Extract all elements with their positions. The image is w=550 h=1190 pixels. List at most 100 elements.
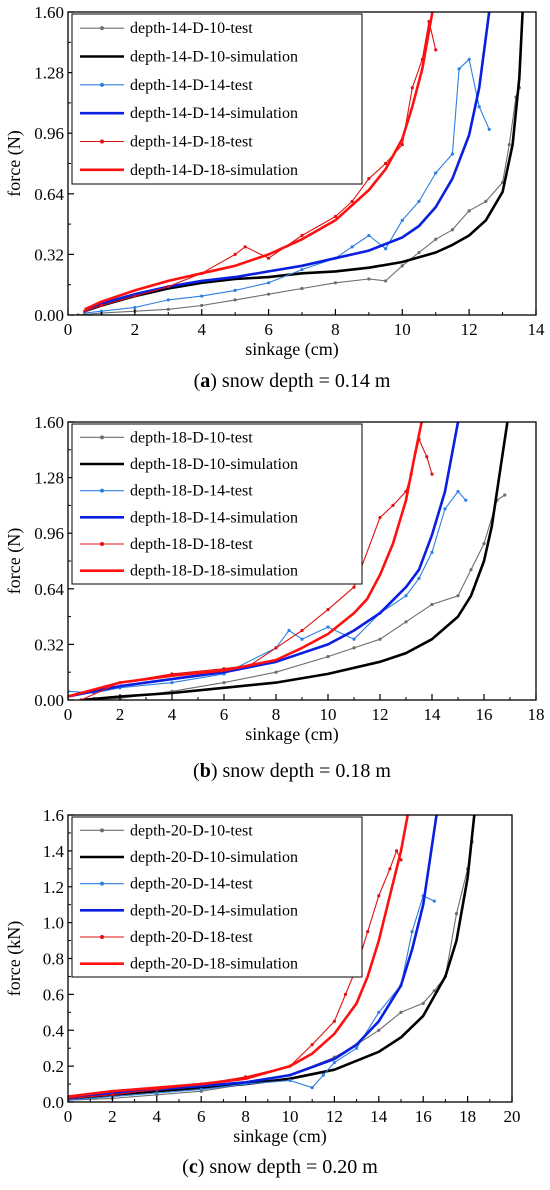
x-tick-label: 2 (116, 705, 125, 724)
x-tick-label: 20 (504, 1107, 521, 1126)
data-point-depth-14-D-18-test (300, 233, 304, 238)
data-point-depth-18-D-10-test (352, 646, 356, 650)
data-point-depth-14-D-14-test (383, 247, 388, 251)
caption-letter: c (189, 1156, 198, 1178)
data-point-depth-20-D-14-test (355, 1046, 359, 1050)
data-point-depth-14-D-18-test (266, 256, 271, 260)
legend-label: depth-18-D-18-simulation (130, 563, 298, 580)
series-line-depth-20-D-18-simulation (68, 815, 409, 1098)
data-point-depth-14-D-14-test (166, 298, 170, 302)
data-point-depth-14-D-14-test (266, 281, 271, 285)
data-point-depth-20-D-10-test (377, 1028, 381, 1032)
y-tick-label: 0.8 (43, 950, 64, 969)
x-tick-label: 2 (108, 1107, 117, 1126)
data-point-depth-14-D-14-test (300, 267, 304, 272)
series-line-depth-20-D-10-simulation (68, 815, 476, 1100)
data-point-depth-14-D-18-test (133, 294, 137, 298)
x-tick-label: 14 (424, 705, 442, 724)
y-tick-label: 1.60 (34, 413, 64, 432)
x-tick-label: 18 (459, 1107, 476, 1126)
legend-label: depth-18-D-10-simulation (130, 456, 298, 473)
x-tick-label: 8 (331, 320, 340, 339)
data-point-depth-18-D-10-test (326, 654, 330, 659)
legend-label: depth-14-D-18-test (130, 134, 253, 151)
data-point-depth-20-D-18-test (388, 867, 392, 871)
data-point-depth-20-D-14-test (310, 1086, 314, 1090)
x-tick-label: 4 (153, 1107, 162, 1126)
y-tick-label: 0.96 (34, 124, 64, 143)
legend-label: depth-18-D-14-test (130, 483, 253, 500)
data-point-depth-14-D-18-test (333, 214, 338, 219)
data-point-depth-20-D-14-test (410, 929, 414, 934)
data-point-depth-18-D-18-test (352, 585, 356, 589)
data-point-depth-14-D-10-test (200, 303, 204, 308)
legend-marker-depth-18-D-10-test (100, 435, 104, 440)
data-point-depth-18-D-18-test (378, 515, 382, 520)
data-point-depth-14-D-10-test (300, 286, 304, 291)
data-point-depth-14-D-14-test (467, 57, 471, 61)
legend-label: depth-20-D-18-simulation (130, 956, 298, 973)
y-tick-label: 1.2 (43, 878, 64, 897)
data-point-depth-20-D-18-test (310, 1043, 314, 1047)
data-point-depth-18-D-14-test (430, 550, 434, 554)
data-point-depth-20-D-14-test (321, 1073, 325, 1077)
x-tick-label: 0 (64, 1107, 73, 1126)
x-tick-label: 6 (220, 705, 229, 724)
x-tick-label: 4 (197, 320, 206, 339)
data-point-depth-14-D-18-test (83, 309, 87, 313)
data-point-depth-14-D-18-test (233, 252, 237, 256)
y-tick-label: 0.2 (43, 1057, 64, 1076)
data-point-depth-14-D-10-test (467, 209, 471, 213)
data-point-depth-20-D-18-test (394, 849, 399, 853)
data-point-depth-20-D-14-test (288, 1078, 292, 1083)
data-point-depth-14-D-18-test (383, 161, 388, 166)
y-tick-label: 1.0 (43, 914, 64, 933)
data-point-depth-14-D-10-test (417, 250, 421, 255)
data-point-depth-14-D-14-test (434, 171, 438, 175)
x-tick-label: 12 (326, 1107, 343, 1126)
x-tick-label: 10 (282, 1107, 299, 1126)
legend-marker-depth-20-D-18-test (100, 935, 104, 939)
data-point-depth-20-D-10-test (432, 989, 436, 993)
data-point-depth-14-D-10-test (507, 142, 511, 147)
legend-marker-depth-14-D-14-test (100, 82, 104, 87)
y-axis-title: force (kN) (4, 921, 25, 996)
data-point-depth-20-D-18-test (332, 1019, 336, 1023)
data-point-depth-14-D-14-test (350, 245, 354, 249)
data-point-depth-14-D-14-test (417, 199, 421, 203)
legend-marker-depth-14-D-10-test (100, 26, 104, 31)
data-point-depth-14-D-10-test (166, 307, 170, 311)
x-tick-label: 16 (476, 705, 493, 724)
legend-label: depth-14-D-10-test (130, 20, 253, 37)
legend: depth-20-D-10-test depth-20-D-10-simulati… (71, 816, 363, 978)
data-point-depth-14-D-14-test (457, 67, 461, 71)
x-tick-label: 10 (320, 705, 337, 724)
x-tick-label: 4 (168, 705, 177, 724)
legend-marker-depth-18-D-14-test (100, 488, 104, 493)
y-tick-label: 0.00 (34, 306, 64, 325)
data-point-depth-14-D-10-test (266, 292, 271, 296)
data-point-depth-14-D-14-test (477, 105, 481, 109)
chart-panel-c: 0 2 4 6 8 10 12 14 16 18 20 0.0 0.2 0.4 0.6 0.8 1.0 1.2 1.… (4, 806, 521, 1178)
data-point-depth-20-D-18-test (366, 929, 370, 934)
legend: depth-18-D-10-test depth-18-D-10-simulati… (71, 423, 363, 585)
data-point-depth-18-D-14-test (300, 637, 304, 641)
data-point-depth-18-D-18-test (326, 608, 330, 612)
data-point-depth-18-D-10-test (378, 637, 382, 641)
caption-text: ) snow depth = 0.20 m (198, 1156, 379, 1178)
series-line-depth-18-D-14-simulation (68, 422, 460, 698)
y-tick-label: 0.00 (34, 691, 64, 710)
x-tick-label: 12 (461, 320, 478, 339)
plot-area (68, 422, 509, 700)
data-point-depth-14-D-10-test (484, 199, 488, 203)
panel-caption: (c) snow depth = 0.20 m (182, 1156, 378, 1178)
series-line-depth-18-D-10-simulation (80, 422, 509, 700)
data-point-depth-20-D-10-test (454, 912, 459, 916)
x-tick-label: 16 (415, 1107, 432, 1126)
data-point-depth-18-D-14-test (417, 576, 421, 580)
data-point-depth-20-D-10-test (399, 1010, 403, 1014)
data-point-depth-20-D-14-test (332, 1060, 336, 1065)
data-point-depth-18-D-14-test (170, 681, 174, 685)
legend-label: depth-18-D-18-test (130, 536, 253, 553)
